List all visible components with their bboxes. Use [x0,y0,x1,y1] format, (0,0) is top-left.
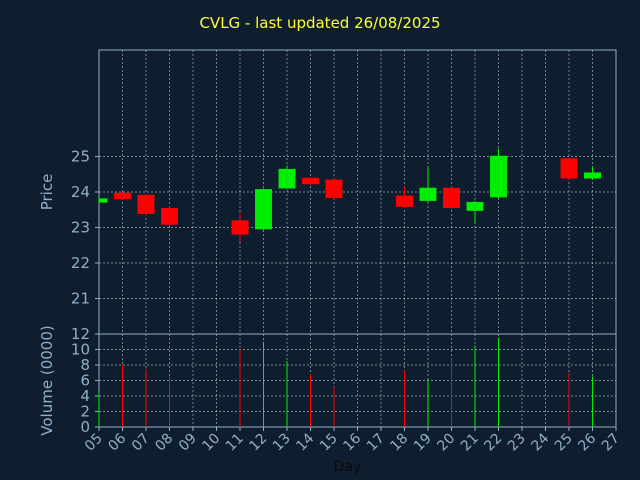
x-axis-label: Day [334,459,362,475]
x-tick-label: 21 [458,431,482,455]
x-tick-label: 20 [434,431,458,455]
x-tick-label: 26 [575,430,599,454]
x-tick-label: 17 [364,431,388,455]
chart-title: CVLG - last updated 26/08/2025 [199,14,441,32]
volume-tick-label: 6 [80,372,90,390]
x-tick-label: 12 [246,431,270,455]
x-tick-label: 13 [270,431,294,455]
candle-body [443,187,460,208]
candle-body [466,201,484,211]
candle-body [325,179,343,199]
x-tick-label: 07 [129,431,153,455]
candle-body [99,198,108,203]
candle-body [584,172,601,179]
volume-tick-label: 12 [71,325,90,343]
volume-tick-label: 8 [80,356,90,374]
volume-tick-label: 0 [80,418,90,436]
x-tick-label: 25 [552,431,576,455]
x-tick-label: 19 [411,431,435,455]
x-tick-label: 15 [317,431,341,455]
price-tick-label: 24 [71,183,90,201]
candle-body [560,158,578,179]
volume-tick-label: 2 [80,403,90,421]
price-tick-label: 22 [71,254,90,272]
candle-body [396,195,413,207]
x-tick-label: 27 [599,431,623,455]
x-tick-label: 22 [481,431,505,455]
volume-tick-label: 4 [80,387,90,405]
candle-body [419,187,437,201]
x-tick-label: 11 [223,431,247,455]
candle-body [231,220,249,235]
candle-body [255,189,272,230]
x-tick-label: 24 [528,430,552,454]
x-tick-label: 10 [199,431,223,455]
candle-body [302,177,319,185]
price-tick-label: 21 [71,290,90,308]
candle-body [114,192,131,200]
x-tick-label: 18 [387,431,411,455]
x-tick-label: 16 [340,430,364,454]
price-axis-label: Price [38,174,56,211]
candle-body [490,155,507,198]
volume-tick-label: 10 [71,341,90,359]
x-tick-label: 14 [293,430,317,454]
volume-axis-label: Volume (0000) [38,325,56,435]
candle-body [278,168,296,189]
x-tick-label: 09 [176,431,200,455]
price-tick-label: 25 [71,148,90,166]
candle-body [161,207,178,225]
x-tick-label: 08 [152,431,176,455]
candle-body [137,194,155,215]
x-tick-label: 23 [505,431,529,455]
x-tick-label: 06 [105,430,129,454]
price-tick-label: 23 [71,219,90,237]
